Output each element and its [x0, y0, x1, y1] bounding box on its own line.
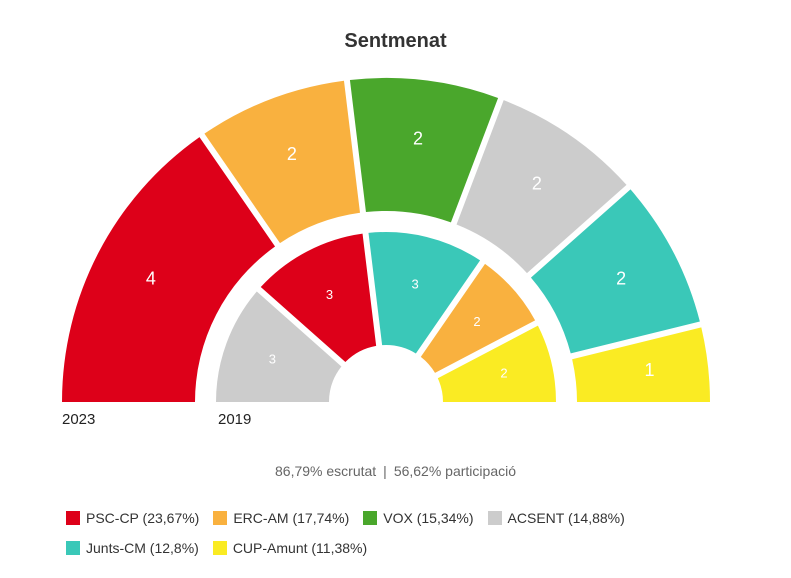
legend-swatch	[66, 511, 80, 525]
legend: PSC-CP (23,67%) ERC-AM (17,74%) VOX (15,…	[66, 503, 746, 563]
seat-count-label: 2	[616, 269, 626, 289]
seat-segment-2023-junts-cm[interactable]	[530, 189, 700, 354]
legend-swatch	[363, 511, 378, 525]
seat-segment-2019-cup-amunt[interactable]	[437, 325, 556, 402]
scrutiny-text: 86,79% escrutat	[275, 463, 377, 479]
legend-label: ACSENT (14,88%)	[507, 510, 625, 526]
parliament-chart: 4 2 2 2 2 1 3 3 3 2 2	[62, 78, 710, 402]
legend-item-psc[interactable]: PSC-CP (23,67%)	[66, 510, 199, 526]
legend-label: Junts-CM (12,8%)	[86, 540, 199, 556]
legend-swatch	[66, 541, 80, 555]
legend-row: Junts-CM (12,8%) CUP-Amunt (11,38%)	[66, 533, 746, 563]
seat-count-label: 3	[269, 351, 276, 366]
ring-label-outer: 2023	[62, 411, 96, 428]
status-separator: |	[383, 463, 387, 479]
legend-item-acsent[interactable]: ACSENT (14,88%)	[487, 510, 625, 526]
seat-count-label: 4	[146, 269, 156, 289]
legend-label: PSC-CP (23,67%)	[86, 510, 200, 526]
seat-count-label: 2	[473, 314, 480, 329]
legend-item-vox[interactable]: VOX (15,34%)	[363, 510, 474, 526]
legend-row: PSC-CP (23,67%) ERC-AM (17,74%) VOX (15,…	[66, 503, 746, 533]
legend-swatch	[213, 511, 228, 525]
seat-segment-2023-erc-am[interactable]	[204, 80, 361, 244]
seat-count-label: 2	[413, 128, 423, 148]
legend-item-erc[interactable]: ERC-AM (17,74%)	[213, 510, 349, 526]
legend-swatch	[487, 511, 502, 525]
seat-count-label: 3	[326, 287, 333, 302]
seat-segment-2019-erc-am[interactable]	[420, 263, 536, 373]
legend-label: VOX (15,34%)	[383, 510, 474, 526]
legend-swatch	[212, 541, 227, 555]
ring-2023: 4 2 2 2 2 1	[62, 78, 710, 402]
seat-segment-2019-junts-cm[interactable]	[368, 232, 481, 354]
ring-label-inner: 2019	[218, 411, 252, 428]
status-line: 86,79% escrutat | 56,62% participació	[0, 463, 791, 479]
seat-segment-2023-psc-cp[interactable]	[62, 137, 276, 402]
ring-2019: 3 3 3 2 2	[216, 232, 556, 402]
legend-item-cup[interactable]: CUP-Amunt (11,38%)	[212, 540, 368, 556]
seat-count-label: 2	[500, 365, 507, 380]
legend-label: CUP-Amunt (11,38%)	[232, 540, 368, 556]
seat-count-label: 1	[645, 360, 655, 380]
seat-count-label: 2	[532, 173, 542, 193]
legend-item-junts[interactable]: Junts-CM (12,8%)	[66, 540, 199, 556]
seat-segment-2023-vox[interactable]	[349, 78, 499, 223]
seat-segment-2023-acsent[interactable]	[456, 100, 627, 274]
chart-title: Sentmenat	[344, 30, 447, 52]
seat-segment-2019-psc-cp[interactable]	[260, 233, 377, 363]
seat-count-label: 3	[411, 277, 418, 292]
seat-segment-2023-cup-amunt[interactable]	[572, 327, 710, 402]
seat-segment-2019-acsent[interactable]	[216, 291, 342, 402]
legend-label: ERC-AM (17,74%)	[233, 510, 350, 526]
seat-count-label: 2	[287, 144, 297, 164]
participation-text: 56,62% participació	[393, 463, 516, 479]
